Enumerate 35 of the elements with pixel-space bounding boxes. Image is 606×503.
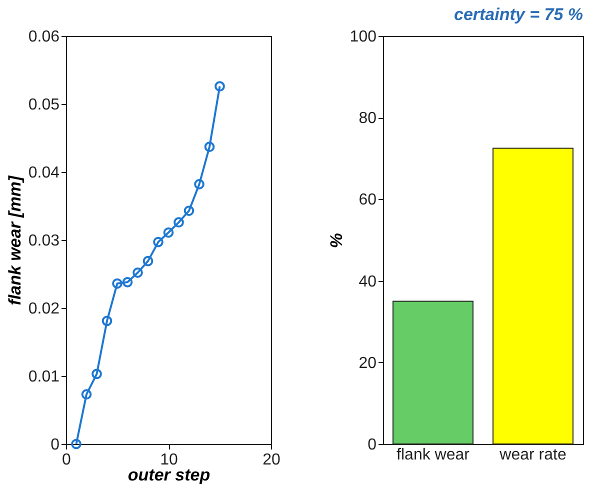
point	[142, 256, 154, 266]
point	[214, 81, 225, 92]
y-axis-title: flank wear [mm]	[5, 174, 24, 306]
y-tick-label: 100	[350, 28, 377, 46]
y-tick-label: 0.01	[28, 368, 60, 386]
y-axis-title: %	[326, 232, 346, 248]
x-tick-label: flank wear	[396, 446, 470, 464]
y-tick-label: 0.05	[28, 96, 60, 114]
x-axis-title: outer step	[128, 466, 210, 484]
point	[163, 227, 174, 238]
x-tick-label: wear rate	[498, 446, 566, 464]
x-tick-label: 10	[160, 452, 178, 468]
y-tick-label: 40	[358, 273, 377, 290]
y-tick-label: 80	[358, 110, 377, 128]
chart-title: certainty = 75 %	[454, 5, 583, 24]
point	[71, 438, 82, 450]
point	[102, 316, 112, 326]
point	[81, 389, 92, 400]
point	[153, 236, 164, 248]
y-tick-label: 0.04	[28, 164, 60, 182]
point	[174, 217, 184, 228]
point	[204, 142, 215, 152]
x-tick-label: 0	[62, 452, 72, 468]
y-tick-label: 0.02	[28, 300, 60, 318]
point	[132, 267, 143, 278]
y-tick-label: 20	[358, 354, 377, 372]
y-tick-label: 0.06	[28, 28, 60, 46]
y-tick-label: 0.03	[28, 232, 60, 250]
point	[184, 206, 194, 216]
y-tick-label: 60	[358, 192, 377, 209]
point	[194, 179, 204, 190]
x-tick-label: 20	[262, 452, 280, 468]
point	[122, 276, 133, 288]
point	[92, 368, 102, 380]
point	[112, 278, 122, 289]
